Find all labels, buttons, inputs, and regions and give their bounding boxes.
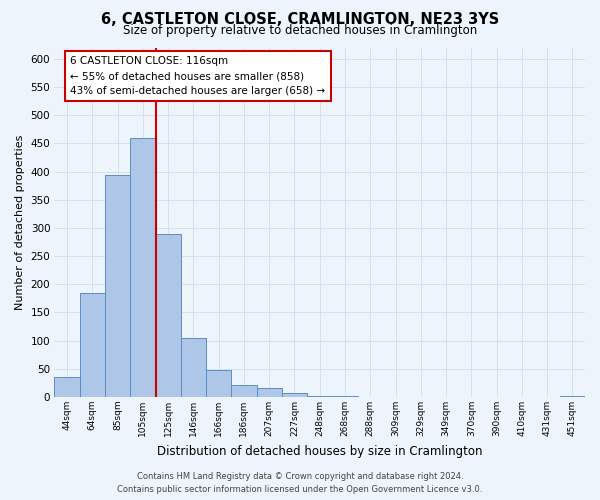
Bar [232, 384, 257, 397]
Bar [130, 138, 155, 397]
Bar [307, 396, 332, 397]
Bar [80, 292, 105, 397]
X-axis label: Distribution of detached houses by size in Cramlington: Distribution of detached houses by size … [157, 444, 482, 458]
Text: 6 CASTLETON CLOSE: 116sqm
← 55% of detached houses are smaller (858)
43% of semi: 6 CASTLETON CLOSE: 116sqm ← 55% of detac… [70, 56, 326, 96]
Bar [105, 176, 130, 397]
Text: Contains HM Land Registry data © Crown copyright and database right 2024.
Contai: Contains HM Land Registry data © Crown c… [118, 472, 482, 494]
Y-axis label: Number of detached properties: Number of detached properties [15, 134, 25, 310]
Bar [332, 396, 358, 397]
Bar [155, 234, 181, 397]
Bar [55, 378, 80, 397]
Bar [560, 396, 585, 397]
Bar [206, 370, 232, 397]
Bar [181, 338, 206, 397]
Bar [282, 392, 307, 397]
Bar [257, 388, 282, 397]
Text: Size of property relative to detached houses in Cramlington: Size of property relative to detached ho… [123, 24, 477, 37]
Text: 6, CASTLETON CLOSE, CRAMLINGTON, NE23 3YS: 6, CASTLETON CLOSE, CRAMLINGTON, NE23 3Y… [101, 12, 499, 26]
